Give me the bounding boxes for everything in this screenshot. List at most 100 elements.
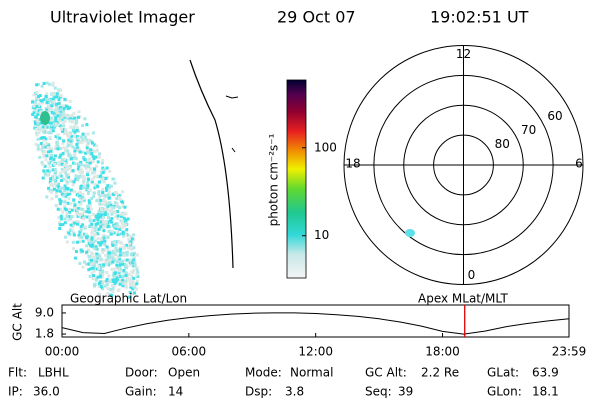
pixel (58, 124, 62, 128)
pixel (122, 216, 126, 220)
pixel (39, 126, 42, 130)
pixel (106, 224, 110, 228)
pixel (135, 282, 139, 286)
pixel (79, 186, 83, 190)
field-label: GC Alt: (365, 366, 407, 380)
pixel (111, 192, 115, 196)
field-value: 63.9 (532, 366, 559, 380)
pixel (79, 196, 83, 200)
pixel (100, 237, 104, 241)
pixel (97, 264, 101, 268)
pixel (125, 285, 129, 289)
limb (189, 59, 234, 269)
pixel (82, 197, 86, 201)
pixel (110, 251, 114, 255)
pixel (59, 217, 63, 221)
pixel (62, 164, 66, 168)
pixel (36, 144, 40, 148)
pixel (35, 83, 39, 87)
pixel (101, 280, 105, 283)
pixel (75, 250, 78, 253)
pixel (99, 174, 103, 178)
pixel (101, 202, 104, 206)
pixel (35, 133, 39, 137)
lat-ring (403, 104, 524, 226)
pixel (47, 109, 51, 113)
pixel (129, 240, 133, 244)
colorbar (286, 79, 307, 279)
pixel (90, 222, 94, 226)
pixel (47, 105, 51, 109)
pixel (121, 259, 125, 263)
pixel (69, 202, 73, 206)
pixel (73, 204, 77, 208)
pixel (72, 161, 75, 165)
pixel (77, 136, 81, 140)
pixel (118, 260, 122, 263)
pixel (73, 190, 77, 194)
pixel (91, 226, 95, 230)
pixel (69, 134, 73, 138)
pixel (75, 128, 79, 132)
bright-spot (40, 111, 50, 125)
pixel (50, 155, 54, 159)
pixel (49, 116, 53, 120)
pixel (116, 216, 120, 220)
pixel (105, 263, 109, 267)
pixel (117, 257, 121, 261)
pixel (88, 161, 92, 165)
pixel (96, 221, 100, 225)
pixel (109, 219, 112, 223)
pixel (55, 141, 59, 145)
pixel (73, 221, 77, 225)
pixel (85, 215, 89, 219)
pixel (59, 108, 63, 112)
pixel (127, 238, 131, 241)
pixel (115, 202, 119, 206)
pixel (71, 240, 75, 244)
pixel (66, 149, 70, 153)
pixel (91, 261, 95, 265)
pixel (41, 101, 44, 105)
pixel (80, 235, 84, 239)
pixel (73, 162, 77, 166)
pixel (49, 177, 53, 181)
pixel (85, 235, 89, 239)
pixel (64, 194, 68, 198)
pixel (86, 142, 90, 145)
pixel (31, 113, 35, 116)
pixel (68, 208, 72, 211)
pixel (80, 212, 84, 216)
pixel (93, 186, 97, 190)
pixel (95, 267, 99, 271)
pixel (101, 166, 105, 170)
pixel (114, 280, 118, 284)
pixel (99, 199, 103, 202)
pixel (118, 264, 122, 268)
hour-label: 0 (468, 268, 476, 282)
pixel (48, 180, 52, 184)
pixel (110, 256, 114, 260)
pixel (94, 222, 98, 226)
pixel (90, 180, 94, 184)
pixel (50, 107, 54, 110)
pixel (61, 109, 65, 113)
pixel (119, 275, 123, 278)
pixel (36, 147, 40, 151)
pixel (35, 91, 39, 94)
pixel (63, 114, 67, 118)
pixel (104, 253, 108, 257)
pixel (69, 114, 73, 118)
pixel (33, 100, 37, 104)
pixel (101, 187, 105, 191)
pixel (128, 242, 131, 246)
pixel (79, 207, 83, 211)
pixel (77, 110, 81, 114)
field-value: 36.0 (33, 385, 60, 399)
pixel (50, 188, 54, 192)
pixel (50, 110, 54, 114)
field-label: Mode: (245, 366, 282, 380)
pixel (53, 167, 57, 171)
pixel (37, 117, 41, 121)
pixel (93, 226, 97, 229)
